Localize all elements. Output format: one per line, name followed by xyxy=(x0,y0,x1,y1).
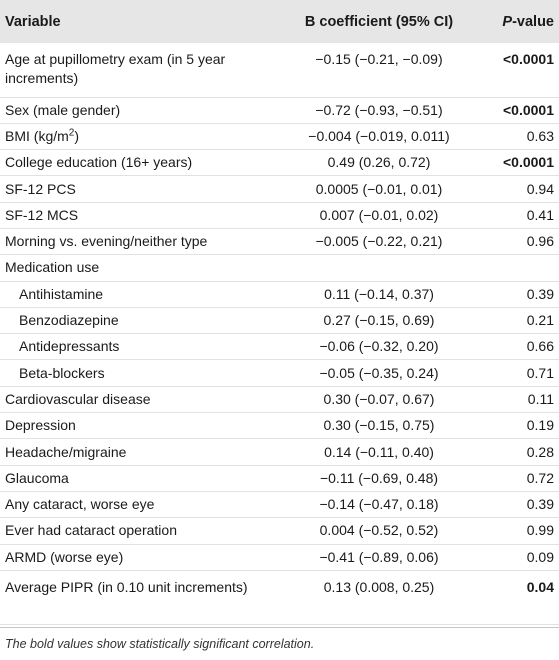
row-b-coefficient: 0.0005 (−0.01, 0.01) xyxy=(315,180,443,197)
row-p-value: 0.21 xyxy=(526,312,554,329)
table-row: Ever had cataract operation 0.004 (−0.52… xyxy=(0,518,559,545)
row-p-value: 0.63 xyxy=(526,127,554,144)
row-variable: Benzodiazepine xyxy=(19,312,119,329)
row-b-coefficient: 0.007 (−0.01, 0.02) xyxy=(319,206,439,223)
row-p-value: 0.09 xyxy=(526,548,554,565)
table-row: College education (16+ years) 0.49 (0.26… xyxy=(0,150,559,176)
row-p-value: 0.39 xyxy=(526,496,554,513)
header-b-coefficient: B coefficient (95% CI) xyxy=(304,13,454,30)
table-row: Age at pupillometry exam (in 5 year incr… xyxy=(0,43,559,97)
row-b-coefficient xyxy=(284,255,474,281)
row-p-value: 0.72 xyxy=(526,469,554,486)
header-variable: Variable xyxy=(5,13,61,30)
table-row: Morning vs. evening/neither type −0.005 … xyxy=(0,228,559,255)
row-p-value: 0.04 xyxy=(526,578,554,595)
table-row: Sex (male gender) −0.72 (−0.93, −0.51) <… xyxy=(0,97,559,124)
footnote-divider xyxy=(0,627,559,628)
row-b-coefficient: −0.005 (−0.22, 0.21) xyxy=(315,233,443,250)
row-p-value: <0.0001 xyxy=(503,154,554,171)
bmi-label: BMI (kg/m xyxy=(5,127,69,144)
row-b-coefficient: −0.11 (−0.69, 0.48) xyxy=(319,469,439,486)
row-variable: Morning vs. evening/neither type xyxy=(5,233,208,250)
row-variable: ARMD (worse eye) xyxy=(5,548,124,565)
table-footnote: The bold values show statistically signi… xyxy=(5,637,315,651)
table-row: Cardiovascular disease 0.30 (−0.07, 0.67… xyxy=(0,386,559,413)
row-b-coefficient: 0.13 (0.008, 0.25) xyxy=(323,578,435,595)
row-variable: SF-12 MCS xyxy=(5,206,79,223)
header-p-italic: P xyxy=(502,13,513,30)
bmi-superscript: 2 xyxy=(68,127,75,139)
row-b-coefficient: −0.41 (−0.89, 0.06) xyxy=(319,548,439,565)
row-b-coefficient: −0.14 (−0.47, 0.18) xyxy=(319,496,439,513)
row-variable: Beta-blockers xyxy=(19,364,105,381)
table-row: Benzodiazepine 0.27 (−0.15, 0.69) 0.21 xyxy=(0,307,559,334)
row-b-coefficient: −0.06 (−0.32, 0.20) xyxy=(319,338,439,355)
row-b-coefficient: 0.14 (−0.11, 0.40) xyxy=(324,443,434,460)
row-b-coefficient: 0.27 (−0.15, 0.69) xyxy=(323,312,435,329)
row-b-coefficient: −0.15 (−0.21, −0.09) xyxy=(315,51,443,67)
table-body: Age at pupillometry exam (in 5 year incr… xyxy=(0,43,559,625)
row-variable: Average PIPR (in 0.10 unit increments) xyxy=(5,578,248,595)
row-variable: College education (16+ years) xyxy=(5,154,193,171)
row-variable: Any cataract, worse eye xyxy=(5,496,155,513)
row-variable: SF-12 PCS xyxy=(5,180,76,197)
table-row-group-header: Medication use xyxy=(0,255,559,282)
row-variable: Age at pupillometry exam (in 5 year incr… xyxy=(5,51,226,86)
table-row: SF-12 PCS 0.0005 (−0.01, 0.01) 0.94 xyxy=(0,176,559,203)
row-variable: Ever had cataract operation xyxy=(5,522,177,539)
row-b-coefficient: 0.004 (−0.52, 0.52) xyxy=(319,522,439,539)
row-p-value: 0.71 xyxy=(526,364,554,381)
row-b-coefficient: 0.49 (0.26, 0.72) xyxy=(327,154,431,171)
row-b-coefficient: 0.30 (−0.07, 0.67) xyxy=(323,390,435,407)
row-b-coefficient: −0.004 (−0.019, 0.011) xyxy=(308,127,450,144)
row-p-value: 0.19 xyxy=(526,417,554,434)
row-p-value: <0.0001 xyxy=(503,101,554,118)
table-row: Headache/migraine 0.14 (−0.11, 0.40) 0.2… xyxy=(0,439,559,466)
row-variable: Medication use xyxy=(5,259,100,276)
header-p-rest: -value xyxy=(512,13,554,30)
row-variable: Cardiovascular disease xyxy=(5,390,151,407)
row-p-value: 0.39 xyxy=(526,285,554,302)
table-row: Beta-blockers −0.05 (−0.35, 0.24) 0.71 xyxy=(0,360,559,387)
row-variable: Antihistamine xyxy=(19,285,104,302)
row-variable: BMI (kg/m2) xyxy=(0,123,284,149)
table-row: Any cataract, worse eye −0.14 (−0.47, 0.… xyxy=(0,491,559,518)
row-b-coefficient: 0.30 (−0.15, 0.75) xyxy=(323,417,435,434)
table-row: ARMD (worse eye) −0.41 (−0.89, 0.06) 0.0… xyxy=(0,544,559,571)
row-p-value: 0.28 xyxy=(526,443,554,460)
table-row: Antihistamine 0.11 (−0.14, 0.37) 0.39 xyxy=(0,281,559,308)
table-header: Variable B coefficient (95% CI) P-value xyxy=(0,0,559,43)
table-row: SF-12 MCS 0.007 (−0.01, 0.02) 0.41 xyxy=(0,202,559,229)
row-variable: Glaucoma xyxy=(5,469,69,486)
row-variable: Depression xyxy=(5,417,76,434)
regression-table: Variable B coefficient (95% CI) P-value … xyxy=(0,0,559,625)
table-row: Depression 0.30 (−0.15, 0.75) 0.19 xyxy=(0,413,559,439)
row-p-value: 0.96 xyxy=(526,233,554,250)
row-variable: Antidepressants xyxy=(19,338,120,355)
table-row: Glaucoma −0.11 (−0.69, 0.48) 0.72 xyxy=(0,465,559,492)
table-row: BMI (kg/m2) −0.004 (−0.019, 0.011) 0.63 xyxy=(0,123,559,150)
row-b-coefficient: −0.72 (−0.93, −0.51) xyxy=(315,101,443,118)
row-b-coefficient: −0.05 (−0.35, 0.24) xyxy=(319,364,439,381)
row-p-value: 0.11 xyxy=(527,390,554,407)
header-row: Variable B coefficient (95% CI) P-value xyxy=(0,0,559,43)
header-p-value: P-value xyxy=(474,0,559,43)
row-p-value xyxy=(474,255,559,281)
row-variable: Headache/migraine xyxy=(5,443,127,460)
row-p-value: 0.94 xyxy=(526,180,554,197)
row-p-value: <0.0001 xyxy=(503,51,554,67)
row-b-coefficient: 0.11 (−0.14, 0.37) xyxy=(324,285,434,302)
table-row: Average PIPR (in 0.10 unit increments) 0… xyxy=(0,570,559,625)
row-p-value: 0.41 xyxy=(526,206,554,223)
row-p-value: 0.66 xyxy=(526,338,554,355)
table-row: Antidepressants −0.06 (−0.32, 0.20) 0.66 xyxy=(0,334,559,360)
row-variable: Sex (male gender) xyxy=(5,101,121,118)
bmi-label-end: ) xyxy=(74,127,80,144)
row-p-value: 0.99 xyxy=(526,522,554,539)
